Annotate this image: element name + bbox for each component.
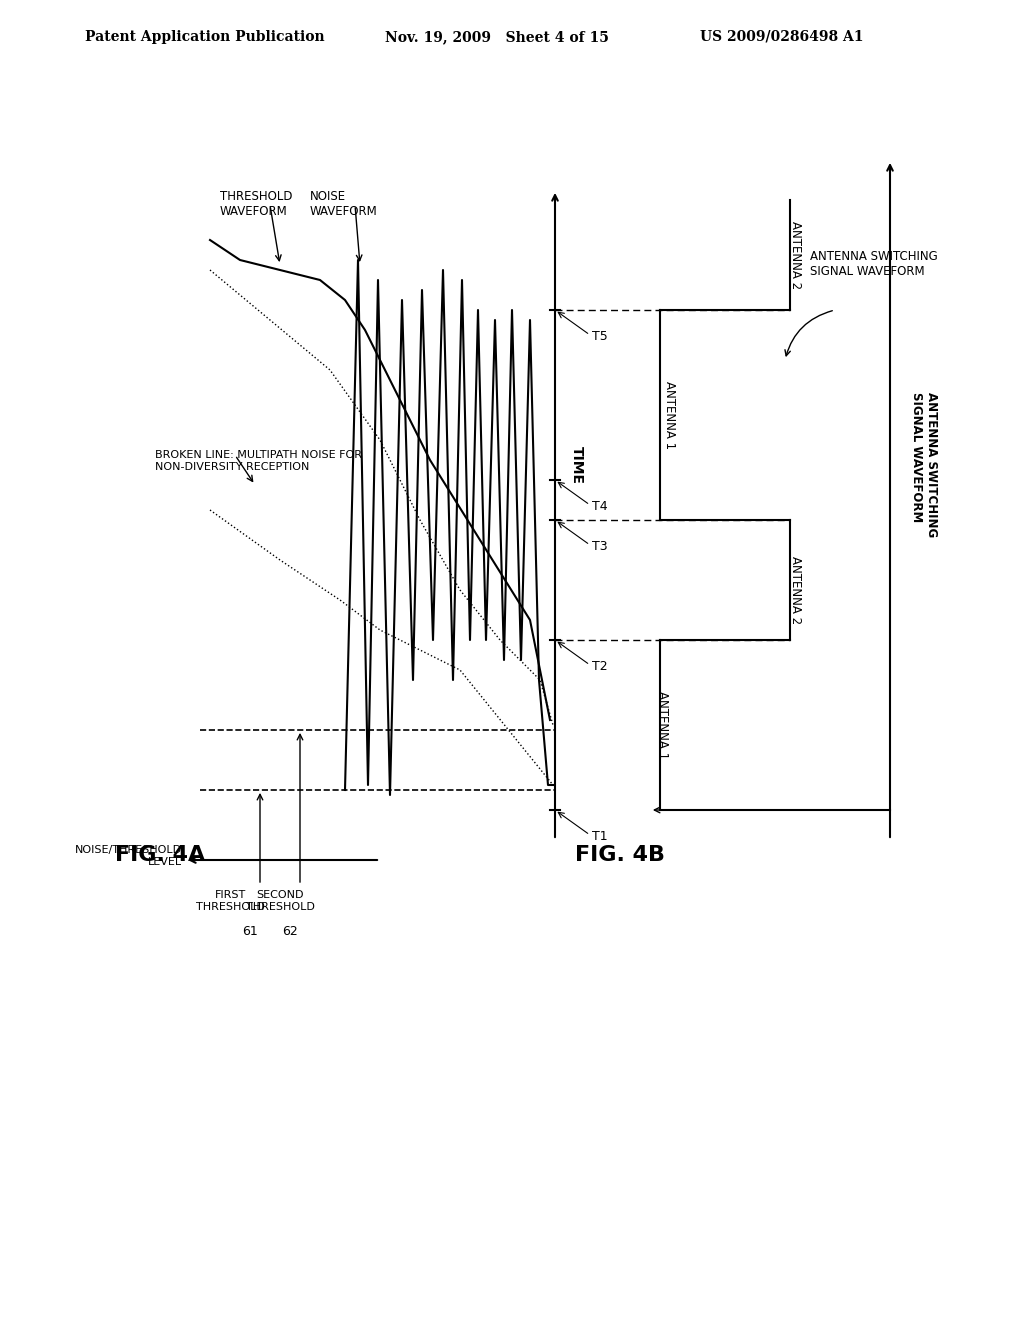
Text: 61: 61: [242, 925, 258, 939]
Text: ANTENNA SWITCHING
SIGNAL WAVEFORM: ANTENNA SWITCHING SIGNAL WAVEFORM: [810, 249, 938, 279]
Text: Patent Application Publication: Patent Application Publication: [85, 30, 325, 44]
Text: ANTENNA SWITCHING
SIGNAL WAVEFORM: ANTENNA SWITCHING SIGNAL WAVEFORM: [910, 392, 938, 537]
Text: NOISE/THRESHOLD
LEVEL: NOISE/THRESHOLD LEVEL: [75, 845, 182, 867]
Text: ANTENNA 1: ANTENNA 1: [656, 690, 669, 759]
Text: T5: T5: [592, 330, 608, 343]
Text: FIRST
THRESHOLD: FIRST THRESHOLD: [196, 890, 264, 912]
Text: ANTENNA 1: ANTENNA 1: [664, 381, 677, 449]
Text: US 2009/0286498 A1: US 2009/0286498 A1: [700, 30, 863, 44]
Text: FIG. 4B: FIG. 4B: [575, 845, 665, 865]
Text: 62: 62: [283, 925, 298, 939]
Text: THRESHOLD
WAVEFORM: THRESHOLD WAVEFORM: [220, 190, 293, 218]
Text: ANTENNA 2: ANTENNA 2: [788, 220, 802, 289]
Text: BROKEN LINE: MULTIPATH NOISE FOR
NON-DIVERSITY RECEPTION: BROKEN LINE: MULTIPATH NOISE FOR NON-DIV…: [155, 450, 362, 471]
Text: SECOND
THRESHOLD: SECOND THRESHOLD: [246, 890, 314, 912]
Text: FIG. 4A: FIG. 4A: [115, 845, 205, 865]
Text: T3: T3: [592, 540, 607, 553]
Text: NOISE
WAVEFORM: NOISE WAVEFORM: [310, 190, 378, 218]
Text: T4: T4: [592, 500, 607, 513]
Text: T2: T2: [592, 660, 607, 673]
Text: Nov. 19, 2009   Sheet 4 of 15: Nov. 19, 2009 Sheet 4 of 15: [385, 30, 609, 44]
Text: TIME: TIME: [570, 446, 584, 484]
Text: ANTENNA 2: ANTENNA 2: [788, 556, 802, 624]
Text: T1: T1: [592, 830, 607, 843]
